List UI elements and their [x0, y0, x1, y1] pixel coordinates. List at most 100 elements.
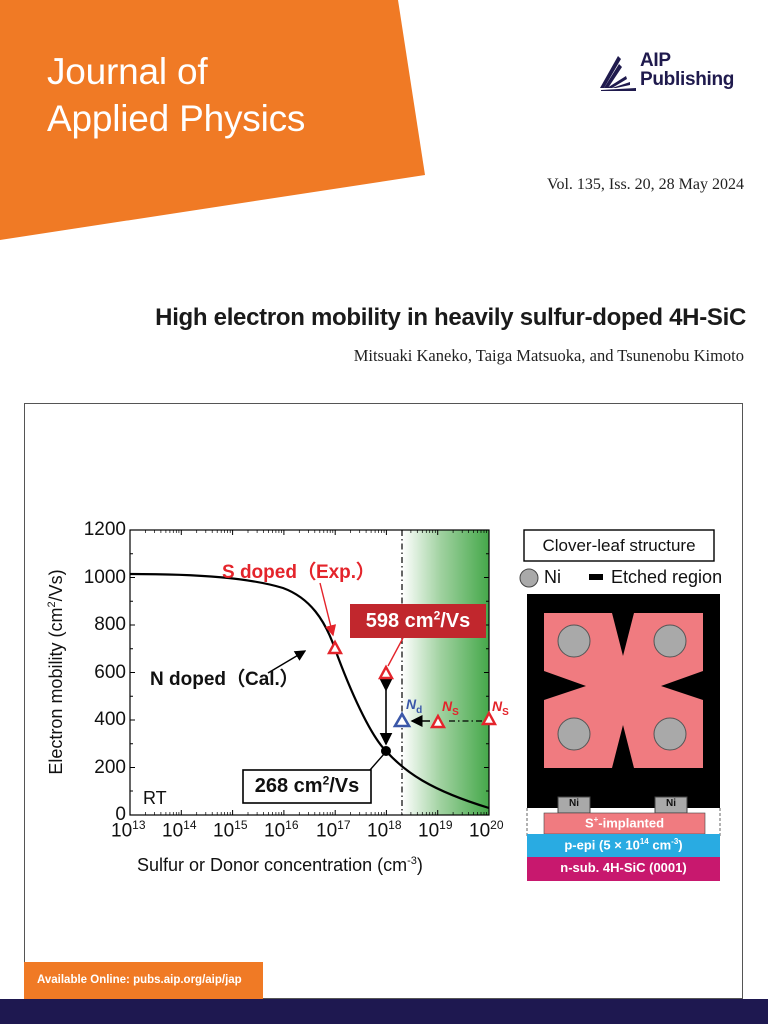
y-axis-label-text: Electron mobility (cm: [46, 607, 66, 775]
footer-bar: [0, 999, 768, 1024]
s-doped-point-1e17: [326, 639, 344, 655]
y-tick-1200: 1200: [83, 519, 126, 540]
ni-contact-top-right: [653, 624, 687, 658]
aip-fan-icon: [600, 56, 636, 91]
y-tick-600: 600: [94, 662, 126, 683]
clover-title: Clover-leaf structure: [542, 536, 696, 555]
x-axis-label-text: Sulfur or Donor concentration (cm: [137, 855, 408, 875]
x-tick-base: 10: [111, 820, 133, 842]
journal-banner-shape: [0, 0, 425, 240]
publisher-line2: Publishing: [640, 69, 735, 90]
article-authors: Mitsuaki Kaneko, Taiga Matsuoka, and Tsu…: [353, 346, 744, 365]
x-tick-1e16: 1016: [264, 818, 299, 842]
x-tick-base: 10: [162, 820, 184, 842]
x-axis-label-sup: -3: [407, 855, 417, 867]
high-doping-region: [402, 530, 489, 815]
p-epi-layer: [527, 834, 720, 857]
x-tick-1e14: 1014: [162, 818, 197, 842]
value-598-label: 598 cm2/Vs: [350, 604, 486, 638]
value-598-box: [350, 604, 486, 638]
value-268-sup: 2: [322, 773, 330, 788]
s-doped-label-arrow: [319, 582, 337, 637]
x-tick-exp: 18: [388, 818, 402, 832]
volume-info: Vol. 135, Iss. 20, 28 May 2024: [546, 176, 744, 193]
ns-label-main: N: [492, 698, 503, 714]
article-title: High electron mobility in heavily sulfur…: [155, 304, 746, 331]
n-doped-point-1e18: [381, 746, 391, 756]
nd-label-main: N: [406, 696, 417, 712]
y-axis-label: Electron mobility (cm2/Vs): [46, 542, 70, 802]
x-tick-exp: 13: [132, 818, 146, 832]
y-axis-label-end: /Vs): [46, 569, 66, 602]
y-tick-1000: 1000: [83, 567, 126, 588]
x-tick-1e18: 1018: [367, 818, 402, 842]
ni-contact-bottom-left: [557, 717, 591, 751]
x-tick-exp: 19: [439, 818, 453, 832]
etched-legend-icon: [589, 574, 603, 580]
y-tick-400: 400: [94, 709, 126, 730]
n-substrate-label: n-sub. 4H-SiC (0001): [560, 860, 687, 875]
x-tick-exp: 14: [183, 818, 197, 832]
ns-label-1: NS: [442, 698, 459, 718]
implanted-label-end: -implanted: [598, 815, 665, 831]
publisher-line1: AIP: [640, 50, 671, 71]
value-268-label: 268 cm2/Vs: [243, 770, 371, 803]
x-tick-1e15: 1015: [213, 818, 248, 842]
n-doped-label: N doped（Cal.）: [150, 669, 299, 690]
ni-pad-right-label: Ni: [666, 798, 676, 809]
value-598-unit: /Vs: [440, 610, 471, 632]
268-label-leader: [369, 753, 385, 771]
y-tick-200: 200: [94, 757, 126, 778]
p-epi-label-mid: cm: [648, 837, 672, 853]
598-label-leader: [387, 637, 404, 667]
x-tick-1e20: 1020: [469, 818, 504, 842]
s-doped-point-1e18: [377, 664, 395, 680]
p-epi-label-sup2: -3: [671, 837, 679, 846]
ni-legend-icon: [519, 568, 539, 588]
implanted-label-sup: +: [593, 815, 599, 824]
x-axis-label-end: ): [416, 855, 423, 875]
ns-label-main: N: [442, 698, 453, 714]
ns-point-1e20: [480, 710, 498, 726]
clover-title-box: [523, 529, 715, 562]
value-598-sup: 2: [433, 608, 441, 623]
y-axis-label-sup: 2: [46, 601, 58, 608]
journal-title-line1: Journal of: [47, 51, 208, 92]
ns-label-sub: S: [452, 706, 459, 718]
p-epi-label: p-epi (5 × 1014 cm-3): [527, 837, 720, 852]
x-tick-base: 10: [418, 820, 440, 842]
ns-point-1e19: [429, 713, 447, 729]
n-doped-label-arrow: [267, 650, 307, 674]
etched-legend-label: Etched region: [611, 567, 723, 587]
n-substrate-layer: [527, 857, 720, 881]
value-268-box: [242, 769, 372, 804]
x-tick-exp: 20: [490, 818, 504, 832]
x-tick-base: 10: [316, 820, 338, 842]
y-tick-0: 0: [115, 804, 126, 825]
value-268-unit: /Vs: [329, 775, 360, 797]
ni-contact-top-left: [557, 624, 591, 658]
x-axis-label: Sulfur or Donor concentration (cm-3): [137, 855, 423, 876]
ni-pad-left-label: Ni: [569, 798, 579, 809]
s-doped-label: S doped（Exp.）: [222, 562, 376, 583]
x-tick-base: 10: [264, 820, 286, 842]
x-tick-1e13: 1013: [111, 818, 146, 842]
implanted-label: S+-implanted: [544, 815, 705, 830]
p-epi-label-sup: 14: [639, 837, 649, 846]
x-axis-ticks: [180, 530, 439, 815]
ni-legend-label: Ni: [544, 567, 561, 587]
x-tick-labels: 1013 1014 1015 1016 1017 1018 1019 1020: [0, 818, 768, 848]
x-tick-1e19: 1019: [418, 818, 453, 842]
value-268-number: 268 cm: [254, 775, 323, 797]
rt-label: RT: [143, 788, 167, 808]
x-tick-1e17: 1017: [316, 818, 351, 842]
available-online-link[interactable]: Available Online: pubs.aip.org/aip/jap: [24, 962, 263, 999]
aip-publishing-logo: AIP Publishing: [598, 50, 758, 96]
nd-label-sub: d: [416, 704, 423, 716]
nd-point: [392, 711, 412, 728]
x-tick-exp: 15: [234, 818, 248, 832]
p-epi-label-end: ): [678, 837, 683, 853]
x-tick-base: 10: [367, 820, 389, 842]
implanted-label-main: S: [584, 815, 594, 831]
